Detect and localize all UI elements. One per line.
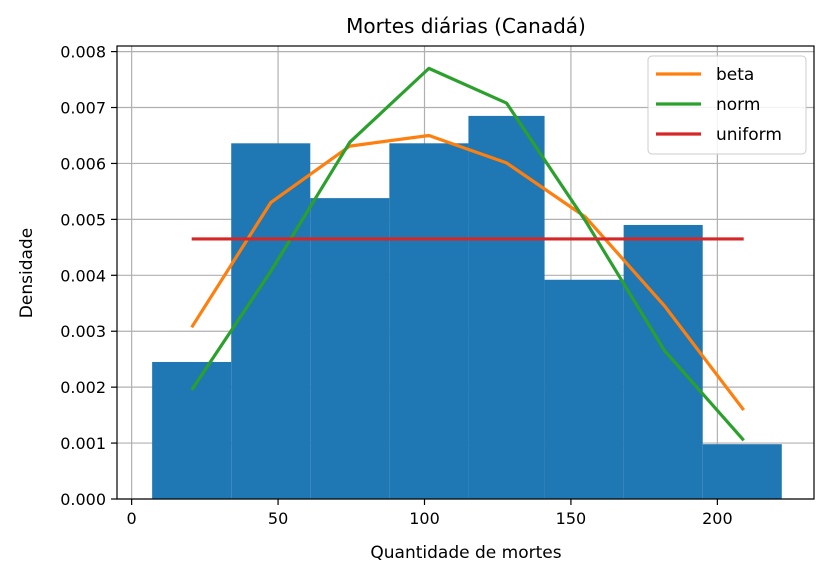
x-tick-label: 50 — [268, 509, 288, 528]
legend-box — [647, 55, 807, 155]
y-axis-title: Densidade — [17, 228, 37, 318]
legend-label-uniform: uniform — [716, 125, 782, 145]
y-tick-label: 0.000 — [60, 490, 106, 509]
y-tick-label: 0.001 — [60, 434, 106, 453]
y-tick-label: 0.005 — [60, 210, 106, 229]
y-tick-label: 0.003 — [60, 322, 106, 341]
x-tick-label: 0 — [127, 509, 137, 528]
x-axis-title: Quantidade de mortes — [370, 543, 561, 563]
histogram-bar — [544, 279, 624, 499]
histogram-bar — [310, 198, 390, 499]
y-tick-label: 0.008 — [60, 43, 106, 62]
series-lines — [190, 66, 745, 442]
x-axis-ticks: 0 50 100 150 200 — [127, 499, 733, 528]
histogram-bar — [152, 361, 232, 499]
legend-label-beta: beta — [716, 65, 754, 85]
histogram-bars — [152, 115, 782, 500]
histogram-bar — [389, 143, 469, 500]
histogram-bar — [623, 224, 703, 500]
legend-label-norm: norm — [716, 95, 760, 115]
chart-title: Mortes diárias (Canadá) — [346, 14, 586, 38]
y-tick-label: 0.004 — [60, 266, 106, 285]
legend: beta norm uniform — [647, 55, 807, 155]
x-tick-label: 200 — [702, 509, 733, 528]
y-tick-label: 0.007 — [60, 99, 106, 118]
x-tick-label: 100 — [409, 509, 440, 528]
y-tick-label: 0.006 — [60, 154, 106, 173]
y-tick-label: 0.002 — [60, 378, 106, 397]
series-line-norm — [190, 66, 745, 442]
histogram-bar — [702, 444, 782, 499]
x-tick-label: 150 — [556, 509, 587, 528]
histogram-bar — [231, 143, 311, 500]
series-line-beta — [190, 133, 745, 412]
histogram-bar — [468, 115, 545, 499]
plot-frame — [116, 45, 815, 500]
y-axis-ticks: 0.000 0.001 0.002 0.003 0.004 0.005 0.006 0.007… — [60, 43, 117, 509]
